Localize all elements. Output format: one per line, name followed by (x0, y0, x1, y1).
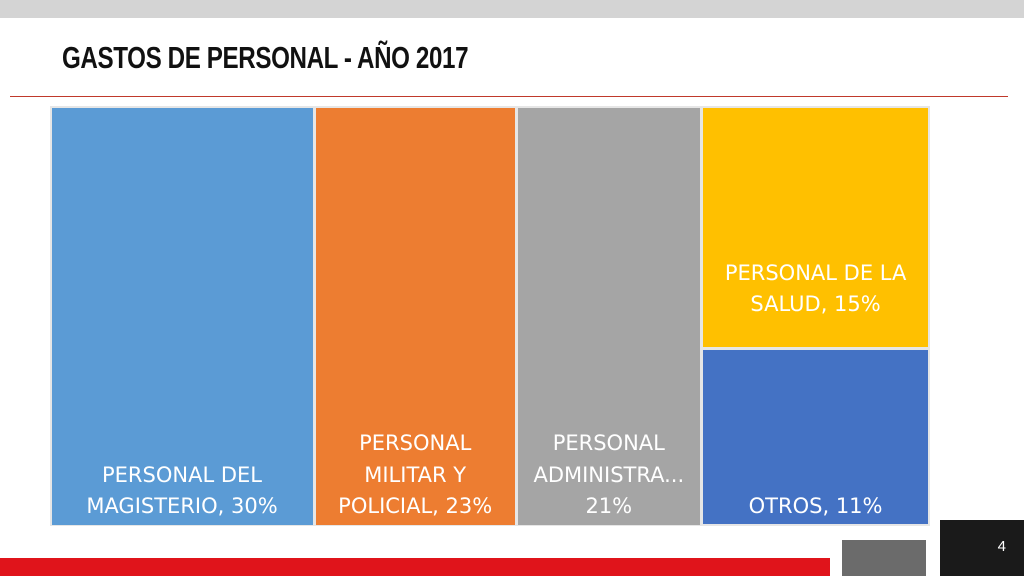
treemap-tile-1: PERSONAL DEL MAGISTERIO, 30% (51, 107, 313, 525)
treemap-label-4: PERSONAL DE LA SALUD, 15% (724, 260, 907, 317)
footer-red-bar (0, 558, 830, 576)
treemap-tile-2: PERSONAL MILITAR Y POLICIAL, 23% (315, 107, 515, 525)
treemap-label-1: PERSONAL DEL MAGISTERIO, 30% (86, 462, 278, 519)
treemap-chart: PERSONAL DEL MAGISTERIO, 30% PERSONAL MIL… (50, 106, 930, 526)
treemap-tile-3: PERSONAL ADMINISTRA... 21% (517, 107, 700, 525)
slide-title: GASTOS DE PERSONAL - AÑO 2017 (62, 40, 469, 75)
title-divider (10, 96, 1008, 97)
treemap-label-5: OTROS, 11% (748, 493, 883, 518)
page-number: 4 (997, 538, 1006, 555)
treemap-tile-4: PERSONAL DE LA SALUD, 15% (702, 107, 929, 347)
top-decorative-bar (0, 0, 1024, 18)
footer-gray-block (842, 540, 926, 576)
treemap-label-2: PERSONAL MILITAR Y POLICIAL, 23% (338, 431, 493, 518)
page-number-box: 4 (940, 520, 1024, 576)
treemap-tile-5: OTROS, 11% (702, 349, 929, 525)
treemap-label-3: PERSONAL ADMINISTRA... 21% (533, 431, 685, 518)
